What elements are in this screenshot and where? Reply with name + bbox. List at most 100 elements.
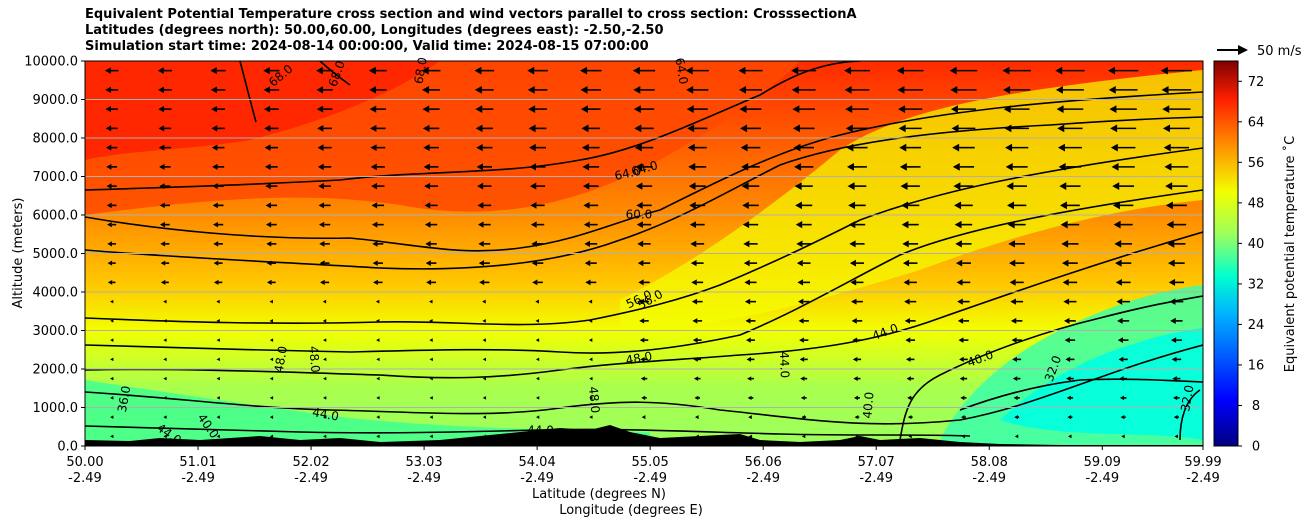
wind-vector bbox=[429, 299, 433, 304]
wind-vector bbox=[855, 434, 859, 439]
wind-vector-head bbox=[320, 279, 325, 286]
wind-vector-head bbox=[902, 259, 910, 267]
wind-vector-head bbox=[589, 415, 593, 419]
wind-vector-head bbox=[898, 124, 906, 133]
wind-vector-head bbox=[429, 357, 433, 362]
wind-vector-head bbox=[216, 357, 220, 362]
wind-vector bbox=[692, 318, 703, 324]
wind-vector bbox=[322, 319, 327, 323]
y-tick-label: 5000.0 bbox=[33, 247, 79, 262]
wind-vector-head bbox=[317, 144, 324, 151]
wind-vector bbox=[904, 318, 916, 324]
wind-vector bbox=[798, 318, 809, 324]
wind-vector bbox=[269, 434, 274, 439]
wind-vector-head bbox=[852, 356, 858, 362]
contour-line bbox=[85, 344, 1203, 425]
wind-vector-head bbox=[318, 221, 325, 228]
wind-vector-head bbox=[110, 357, 114, 362]
wind-vector bbox=[588, 338, 593, 343]
wind-vector-head bbox=[322, 319, 327, 323]
wind-vector bbox=[429, 434, 433, 439]
wind-vector-head bbox=[163, 338, 167, 342]
y-tick-label: 1000.0 bbox=[33, 401, 79, 416]
wind-vector-head bbox=[422, 105, 430, 113]
wind-vector bbox=[265, 183, 278, 190]
wind-vector bbox=[852, 337, 862, 343]
wind-vector bbox=[1110, 124, 1137, 133]
wind-vector-head bbox=[163, 434, 167, 439]
wind-vector-head bbox=[1112, 182, 1120, 190]
wind-vector-head bbox=[159, 221, 165, 228]
wind-vector-head bbox=[638, 298, 644, 305]
wind-vector-head bbox=[637, 260, 644, 267]
wind-vector-head bbox=[1172, 376, 1177, 382]
wind-vector bbox=[584, 260, 597, 267]
wind-vector-head bbox=[323, 376, 327, 381]
wind-vector bbox=[269, 357, 274, 362]
wind-vector-head bbox=[1008, 240, 1015, 248]
wind-vector bbox=[1111, 163, 1135, 171]
wind-vector bbox=[745, 318, 756, 324]
wind-vector bbox=[1172, 376, 1181, 382]
wind-vector bbox=[961, 434, 966, 439]
wind-vector-head bbox=[158, 125, 165, 132]
wind-vector-head bbox=[742, 221, 750, 229]
wind-vector-head bbox=[799, 356, 805, 362]
wind-vector-head bbox=[691, 279, 697, 286]
wind-vector-head bbox=[160, 241, 166, 247]
wind-vector-head bbox=[905, 356, 911, 362]
wind-vector bbox=[530, 221, 545, 228]
wind-vector-head bbox=[959, 356, 964, 362]
wind-vector-head bbox=[800, 395, 805, 401]
contour-line bbox=[239, 61, 257, 123]
wind-vector-head bbox=[212, 221, 219, 228]
wind-vector bbox=[210, 67, 226, 75]
wind-vector bbox=[482, 299, 486, 304]
wind-vector-head bbox=[265, 202, 271, 209]
contour-label: 48.0 bbox=[306, 345, 322, 373]
chart-title-line-3: Simulation start time: 2024-08-14 00:00:… bbox=[85, 39, 649, 54]
contour-line bbox=[85, 189, 1203, 354]
wind-vector-head bbox=[1112, 201, 1120, 210]
wind-vector bbox=[422, 105, 440, 113]
wind-vector bbox=[690, 240, 705, 248]
wind-vector-head bbox=[639, 318, 645, 324]
wind-vector-head bbox=[1168, 278, 1176, 286]
wind-vector bbox=[850, 279, 864, 286]
wind-vector-head bbox=[685, 66, 693, 75]
wind-vector-head bbox=[323, 396, 327, 400]
wind-vector-head bbox=[107, 241, 112, 247]
wind-vector-head bbox=[528, 105, 536, 113]
x-tick-label-lat: 59.09 bbox=[1084, 455, 1121, 470]
wind-vector bbox=[1007, 220, 1026, 229]
wind-vector bbox=[110, 434, 114, 439]
wind-vector bbox=[635, 163, 653, 171]
wind-vector-head bbox=[961, 434, 966, 439]
wind-vector-head bbox=[1068, 434, 1072, 439]
wind-vector-head bbox=[1174, 434, 1178, 439]
wind-vector-head bbox=[110, 338, 114, 342]
wind-vector-head bbox=[536, 415, 540, 419]
wind-vector bbox=[908, 434, 912, 439]
wind-vector bbox=[163, 299, 167, 304]
wind-vector-head bbox=[536, 434, 540, 439]
wind-vector bbox=[694, 415, 699, 420]
wind-vector-head bbox=[1108, 86, 1116, 94]
wind-vector-head bbox=[791, 66, 799, 75]
wind-vector bbox=[902, 259, 918, 267]
x-tick-label-lon: -2.49 bbox=[633, 471, 667, 486]
wind-vector-head bbox=[958, 337, 964, 343]
wind-vector bbox=[800, 376, 808, 381]
y-tick-label: 2000.0 bbox=[33, 363, 79, 378]
wind-vector bbox=[589, 376, 593, 381]
wind-vector-head bbox=[265, 221, 272, 228]
wind-vector-head bbox=[316, 105, 324, 113]
wind-vector bbox=[1173, 415, 1179, 420]
wind-vector bbox=[163, 434, 167, 439]
x-axis-label-latitude: Latitude (degrees N) bbox=[532, 487, 666, 502]
wind-vector bbox=[632, 66, 656, 75]
wind-vector bbox=[637, 260, 651, 267]
wind-vector bbox=[429, 396, 433, 400]
wind-vector bbox=[265, 221, 277, 228]
wind-vector bbox=[688, 182, 706, 190]
